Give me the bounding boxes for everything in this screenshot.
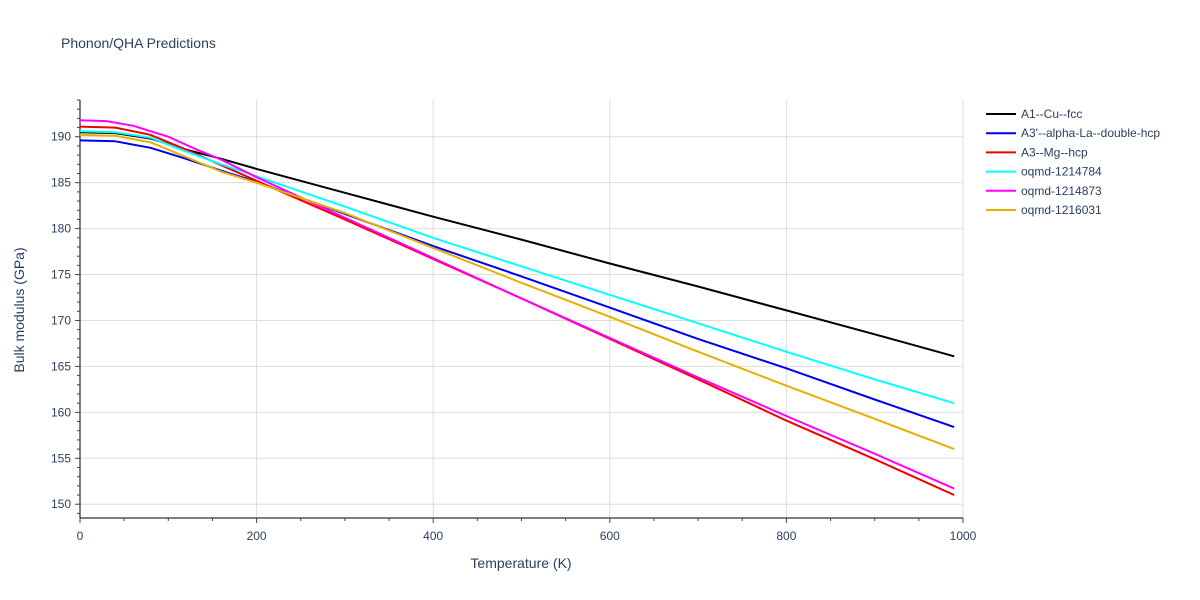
legend-label[interactable]: A3--Mg--hcp — [1021, 145, 1088, 159]
y-tick-label: 150 — [51, 497, 71, 511]
grid — [80, 100, 964, 518]
legend-label[interactable]: A1--Cu--fcc — [1021, 107, 1082, 121]
series-line-3[interactable] — [79, 125, 955, 496]
series-line-2[interactable] — [79, 139, 955, 429]
y-tick-label: 165 — [51, 359, 71, 373]
y-tick-label: 155 — [51, 451, 71, 465]
y-tick-label: 170 — [51, 313, 71, 327]
series-line-5[interactable] — [79, 119, 955, 490]
x-tick-label: 800 — [776, 529, 796, 543]
legend-label[interactable]: A3'--alpha-La--double-hcp — [1021, 126, 1160, 140]
legend-label[interactable]: oqmd-1216031 — [1021, 203, 1102, 217]
x-tick-label: 1000 — [950, 529, 977, 543]
series-line-4[interactable] — [79, 130, 955, 405]
legend-label[interactable]: oqmd-1214873 — [1021, 184, 1102, 198]
x-tick-label: 200 — [247, 529, 267, 543]
y-axis-title: Bulk modulus (GPa) — [11, 247, 27, 372]
chart-title: Phonon/QHA Predictions — [61, 35, 216, 51]
legend: A1--Cu--fcc A3'--alpha-La--double-hcp A3--… — [986, 107, 1160, 217]
legend-label[interactable]: oqmd-1214784 — [1021, 165, 1102, 179]
plot-area[interactable] — [79, 119, 955, 496]
y-tick-label: 175 — [51, 268, 71, 282]
x-axis-title: Temperature (K) — [470, 555, 571, 571]
y-tick-label: 160 — [51, 405, 71, 419]
y-tick-label: 180 — [51, 222, 71, 236]
series-line-6[interactable] — [79, 133, 955, 451]
series-line-1[interactable] — [79, 131, 955, 358]
x-tick-label: 400 — [423, 529, 443, 543]
y-tick-label: 190 — [51, 130, 71, 144]
y-tick-label: 185 — [51, 176, 71, 190]
x-tick-label: 0 — [77, 529, 84, 543]
axes: 0 200 400 600 800 1000 150 155 160 165 170 175 180 18… — [51, 99, 977, 543]
x-tick-label: 600 — [600, 529, 620, 543]
